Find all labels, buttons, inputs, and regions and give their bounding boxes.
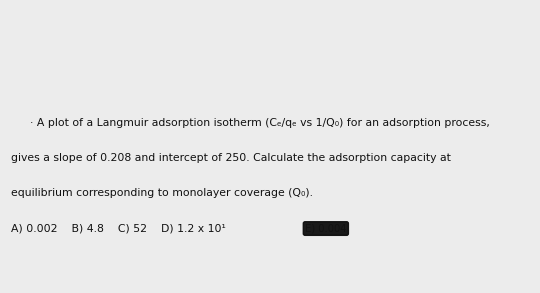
Text: · A plot of a Langmuir adsorption isotherm (Cₑ/qₑ vs 1/Q₀) for an adsorption pro: · A plot of a Langmuir adsorption isothe… [30, 118, 490, 128]
Text: E) 0.004: E) 0.004 [305, 224, 347, 234]
Text: A) 0.002    B) 4.8    C) 52    D) 1.2 x 10¹: A) 0.002 B) 4.8 C) 52 D) 1.2 x 10¹ [11, 224, 226, 234]
Text: gives a slope of 0.208 and intercept of 250. Calculate the adsorption capacity a: gives a slope of 0.208 and intercept of … [11, 153, 451, 163]
Text: equilibrium corresponding to monolayer coverage (Q₀).: equilibrium corresponding to monolayer c… [11, 188, 313, 198]
